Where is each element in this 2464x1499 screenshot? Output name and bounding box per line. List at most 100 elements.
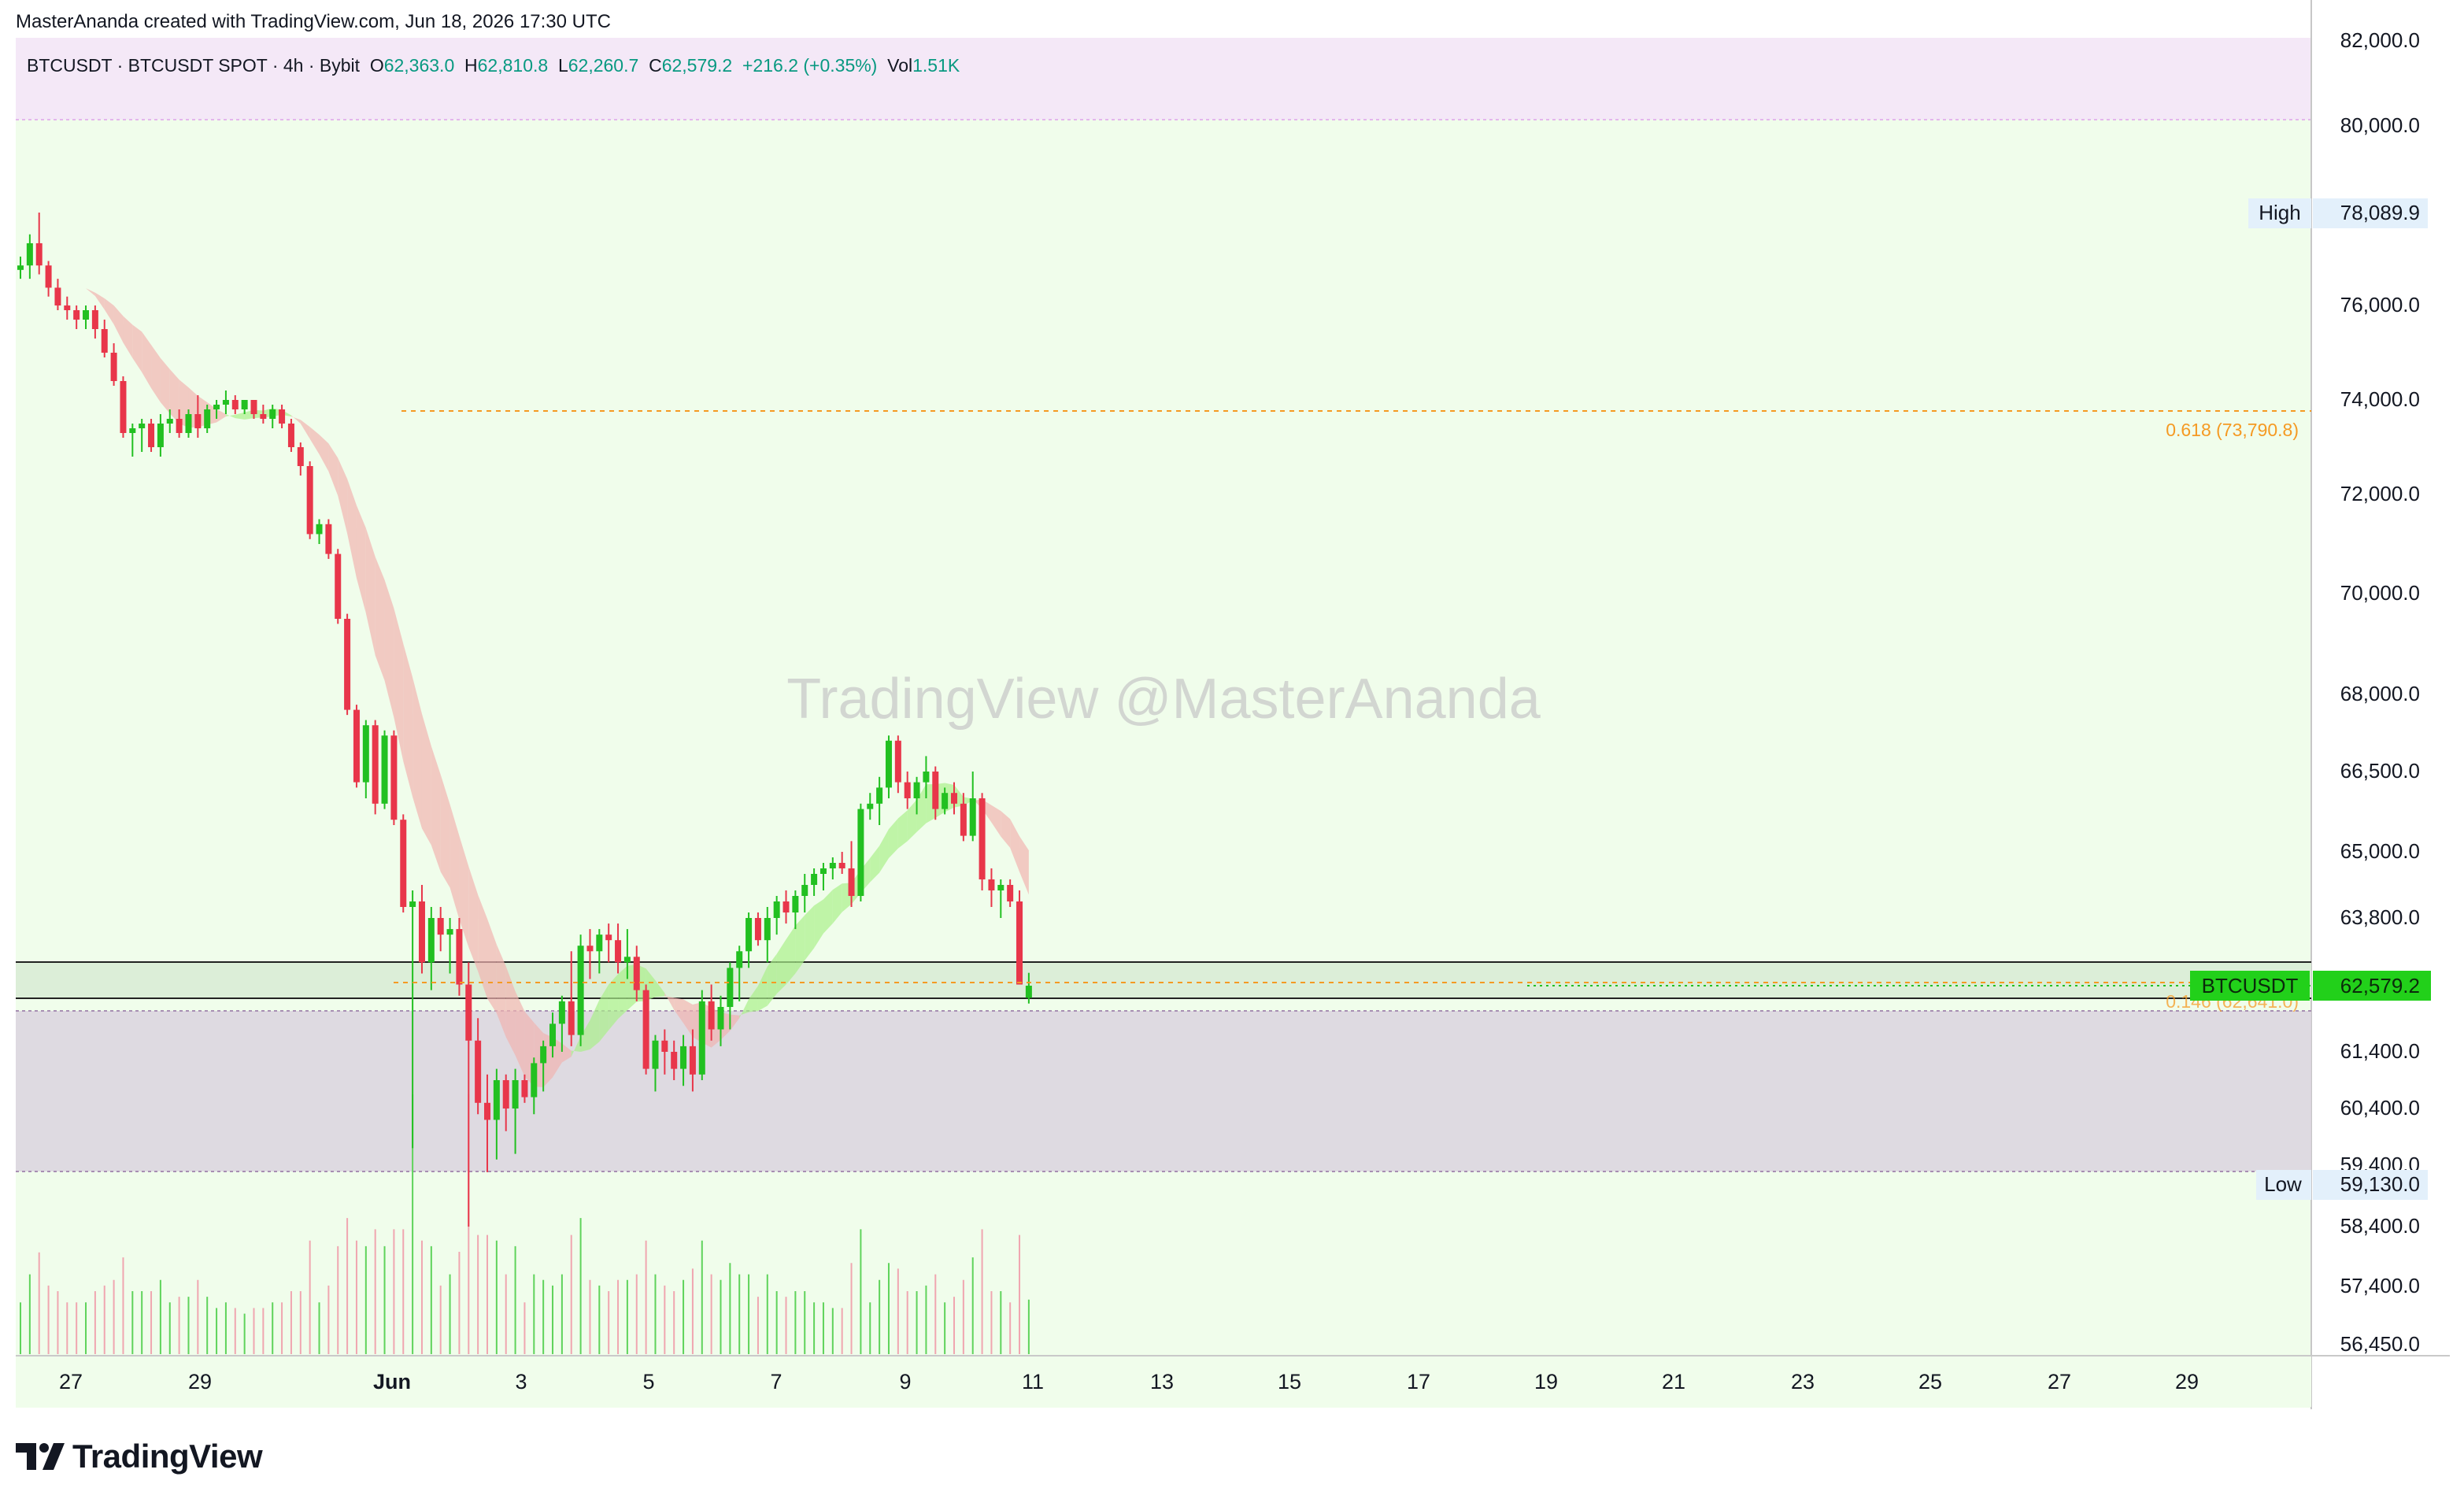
ma-ribbon-segment bbox=[907, 799, 917, 842]
x-tick-label: Jun bbox=[373, 1370, 411, 1394]
x-tick-label: 27 bbox=[2048, 1370, 2071, 1394]
candle-body bbox=[642, 990, 649, 1069]
ma-ribbon-segment bbox=[394, 608, 404, 761]
ma-ribbon-segment bbox=[664, 993, 675, 1010]
candle-body bbox=[885, 740, 892, 788]
candle-body bbox=[297, 447, 304, 466]
candle-body bbox=[540, 1046, 547, 1064]
y-tick-label: 65,000.0 bbox=[2340, 839, 2420, 863]
x-tick-label: 21 bbox=[1662, 1370, 1685, 1394]
ma-ribbon-segment bbox=[86, 288, 95, 297]
candle-body bbox=[680, 1046, 687, 1069]
ma-ribbon-segment bbox=[328, 443, 339, 496]
y-tick-label: 82,000.0 bbox=[2340, 28, 2420, 52]
x-tick-label: 29 bbox=[2175, 1370, 2199, 1394]
candle-body bbox=[306, 466, 313, 535]
ma-ribbon-segment bbox=[496, 944, 506, 1038]
candle-body bbox=[586, 946, 594, 952]
candle-body bbox=[101, 329, 108, 353]
candle-body bbox=[745, 918, 753, 952]
candle-body bbox=[446, 929, 453, 935]
candle-body bbox=[176, 419, 183, 433]
tradingview-logo-icon bbox=[16, 1443, 65, 1470]
candle-body bbox=[708, 1001, 715, 1030]
ma-ribbon-segment bbox=[561, 1043, 572, 1063]
ma-ribbon-segment bbox=[823, 890, 833, 934]
tradingview-brand: TradingView bbox=[72, 1438, 263, 1475]
candle-body bbox=[250, 400, 257, 414]
y-tick-label: 63,800.0 bbox=[2340, 905, 2420, 929]
candle-body bbox=[222, 400, 229, 405]
candle-body bbox=[1016, 901, 1023, 985]
high-value-bg bbox=[2313, 198, 2428, 228]
candle-body bbox=[521, 1080, 528, 1097]
candle-body bbox=[549, 1023, 557, 1046]
candle-body bbox=[91, 310, 98, 329]
candle-body bbox=[661, 1040, 668, 1052]
x-tick-label: 25 bbox=[1918, 1370, 1942, 1394]
candle-body bbox=[689, 1046, 696, 1075]
ma-ribbon-segment bbox=[683, 999, 693, 1038]
ma-ribbon-segment bbox=[618, 965, 627, 1020]
ma-ribbon-segment bbox=[421, 713, 431, 846]
candle-body bbox=[801, 885, 808, 896]
x-tick-label: 15 bbox=[1278, 1370, 1301, 1394]
ma-ribbon-segment bbox=[384, 579, 394, 718]
ma-ribbon-segment bbox=[300, 420, 310, 439]
candle-body bbox=[652, 1040, 659, 1069]
candle-body bbox=[512, 1080, 519, 1109]
ma-ribbon-segment bbox=[786, 925, 796, 985]
candle-body bbox=[260, 414, 267, 419]
ma-ribbon-segment bbox=[776, 939, 786, 994]
legend-c-label: C bbox=[649, 55, 662, 76]
candle-body bbox=[754, 918, 761, 941]
candle-body bbox=[727, 968, 734, 1008]
candle-body bbox=[465, 984, 472, 1041]
x-tick-label: 11 bbox=[1022, 1370, 1044, 1394]
candle-body bbox=[979, 798, 986, 879]
legend-o-label: O bbox=[369, 55, 384, 76]
ma-ribbon-segment bbox=[795, 915, 805, 974]
candle-body bbox=[811, 874, 818, 885]
ma-ribbon-segment bbox=[1019, 836, 1029, 895]
x-tick-label: 17 bbox=[1407, 1370, 1430, 1394]
ma-ribbon-segment bbox=[749, 986, 758, 1012]
ma-ribbon-segment bbox=[590, 1000, 600, 1049]
x-tick-label: 7 bbox=[770, 1370, 782, 1394]
ma-ribbon-segment bbox=[1001, 811, 1011, 848]
y-tick-label: 70,000.0 bbox=[2340, 581, 2420, 605]
candle-body bbox=[390, 735, 398, 820]
resistance-band bbox=[16, 962, 2311, 998]
ma-ribbon-segment bbox=[674, 997, 684, 1023]
y-tick-label: 57,400.0 bbox=[2340, 1274, 2420, 1297]
high-label-bg bbox=[2248, 198, 2311, 228]
candle-body bbox=[427, 918, 435, 963]
candle-body bbox=[437, 918, 444, 935]
candle-body bbox=[904, 782, 911, 798]
ma-ribbon-segment bbox=[319, 435, 329, 472]
candle-body bbox=[372, 725, 379, 804]
ma-ribbon-segment bbox=[290, 415, 301, 424]
y-tick-label: 66,500.0 bbox=[2340, 759, 2420, 783]
ma-ribbon-segment bbox=[365, 527, 376, 656]
candle-body bbox=[671, 1052, 678, 1069]
ma-ribbon-segment bbox=[375, 557, 385, 681]
ma-ribbon-segment bbox=[123, 316, 133, 358]
ma-ribbon-segment bbox=[655, 980, 665, 997]
candle-body bbox=[623, 957, 631, 963]
ma-ribbon-segment bbox=[767, 953, 777, 1006]
y-tick-label: 58,400.0 bbox=[2340, 1214, 2420, 1238]
ma-ribbon-segment bbox=[169, 369, 179, 424]
ma-ribbon-segment bbox=[580, 1020, 590, 1052]
ma-ribbon-segment bbox=[599, 984, 609, 1042]
tradingview-logo[interactable]: TradingView bbox=[16, 1433, 263, 1480]
candle-body bbox=[120, 381, 127, 433]
fib-label-0618: 0.618 (73,790.8) bbox=[2166, 420, 2299, 440]
candle-body bbox=[1025, 986, 1032, 998]
ma-ribbon-segment bbox=[897, 810, 908, 849]
ma-ribbon-segment bbox=[151, 345, 161, 402]
legend-change: +216.2 (+0.35%) bbox=[742, 55, 878, 76]
candle-body bbox=[344, 619, 351, 710]
ma-ribbon-segment bbox=[356, 505, 366, 613]
